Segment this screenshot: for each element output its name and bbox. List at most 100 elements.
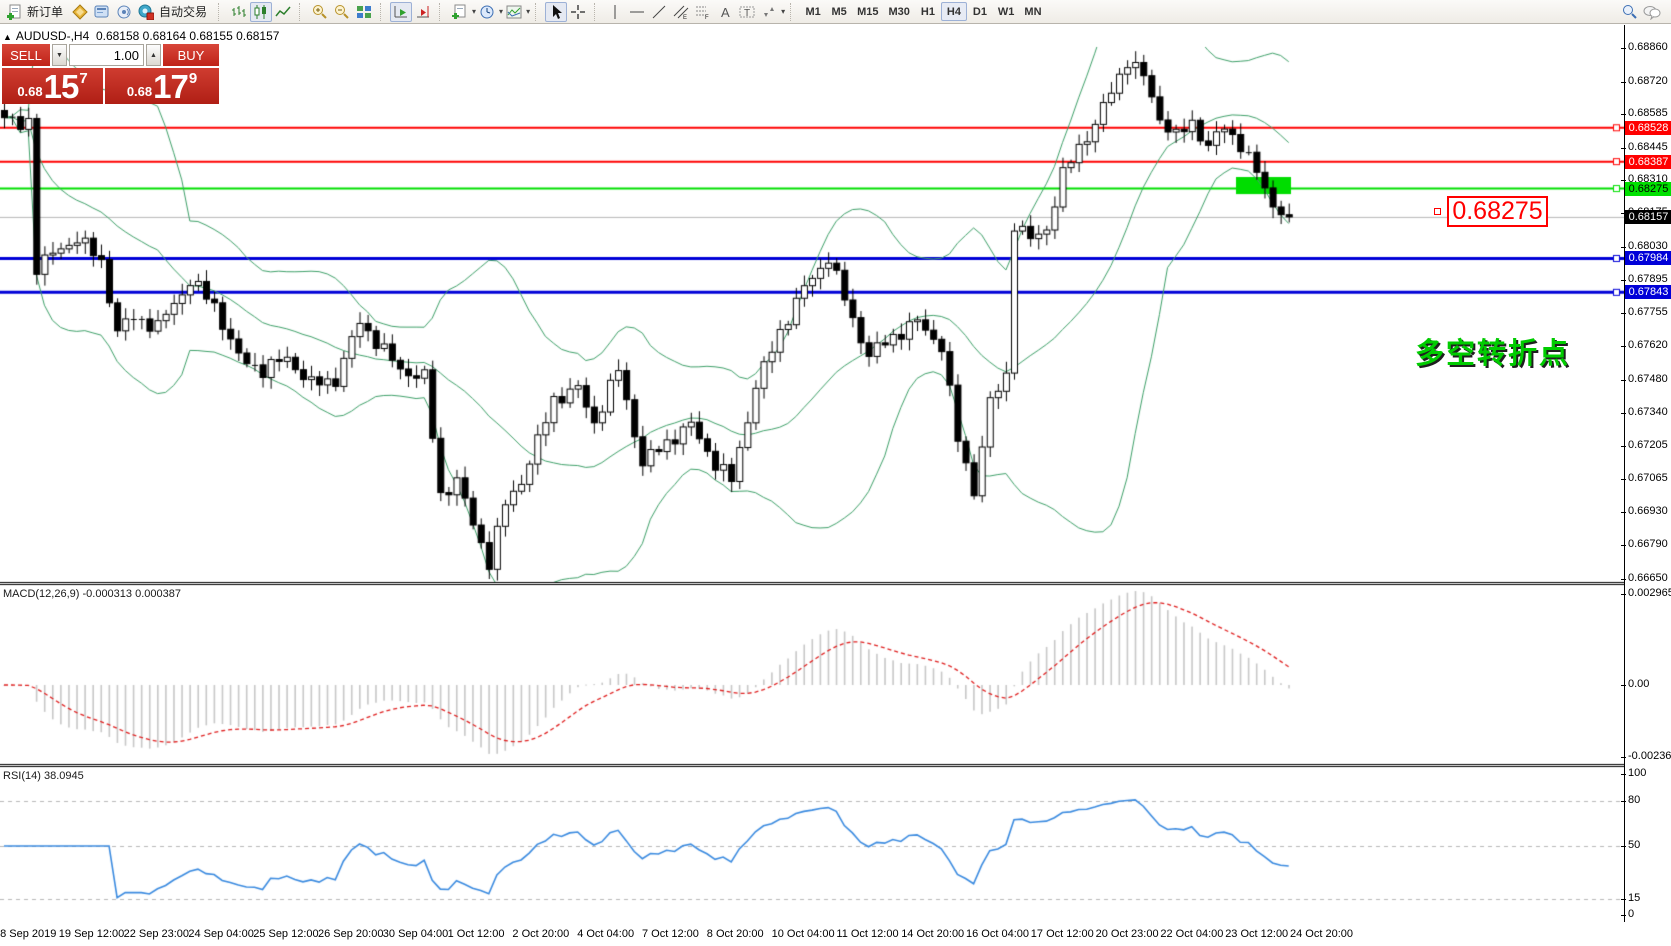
toolbar-separator xyxy=(594,2,599,21)
periods-icon[interactable] xyxy=(476,2,498,22)
timeframe-m15[interactable]: M15 xyxy=(857,5,879,18)
new-order-icon[interactable] xyxy=(3,2,25,22)
hline-price-label: 0.68528 xyxy=(1625,120,1671,135)
callout-anchor-handle[interactable] xyxy=(1434,208,1441,215)
tile-windows-icon[interactable] xyxy=(353,2,375,22)
rsi-axis-tick: 15 xyxy=(1620,891,1641,904)
price-axis-tick: 0.68585 xyxy=(1621,107,1668,120)
timeframe-h4[interactable]: H4 xyxy=(940,2,967,21)
text-icon[interactable]: A xyxy=(714,2,736,22)
time-axis-label: 8 Oct 20:00 xyxy=(706,928,764,940)
timeframe-d1[interactable]: D1 xyxy=(972,5,987,18)
horizontal-line-icon[interactable] xyxy=(626,2,648,22)
hline-price-label: 0.67843 xyxy=(1625,285,1671,300)
time-axis[interactable]: 18 Sep 2019 19 Sep 12:00 22 Sep 23:00 24 Se… xyxy=(0,922,1624,946)
buy-price[interactable]: 0.68 17 9 xyxy=(105,68,219,104)
new-template-icon[interactable] xyxy=(449,2,471,22)
time-axis-label: 17 Oct 12:00 xyxy=(1030,928,1094,940)
shapes-icon[interactable] xyxy=(758,2,780,22)
fibonacci-icon[interactable]: F xyxy=(692,2,714,22)
volume-down-button[interactable]: ▼ xyxy=(52,44,67,66)
candlestick-icon[interactable] xyxy=(250,1,273,22)
time-axis-label: 22 Oct 04:00 xyxy=(1160,928,1224,940)
price-axis-tick: 0.67065 xyxy=(1621,472,1668,485)
sell-price-prefix: 0.68 xyxy=(17,84,43,99)
time-axis-label: 4 Oct 04:00 xyxy=(577,928,635,940)
timeframe-m30[interactable]: M30 xyxy=(888,5,910,18)
timeframe-w1[interactable]: W1 xyxy=(997,5,1015,18)
rsi-indicator-label: RSI(14) 38.0945 xyxy=(3,770,84,782)
time-axis-label: 18 Sep 2019 xyxy=(0,928,57,940)
line-chart-icon[interactable] xyxy=(272,2,294,22)
zoom-out-icon[interactable] xyxy=(331,2,353,22)
macd-values: -0.000313 0.000387 xyxy=(82,588,181,600)
macd-axis-tick: 0.00 xyxy=(1620,678,1650,690)
price-axis-tick: 0.68860 xyxy=(1621,41,1668,53)
chart-area: ▲ AUDUSD-,H4 0.68158 0.68164 0.68155 0.68… xyxy=(0,25,1671,946)
time-axis-label: 22 Sep 23:00 xyxy=(123,928,190,940)
crosshair-icon[interactable] xyxy=(567,2,589,22)
volume-input[interactable]: 1.00 xyxy=(69,44,144,66)
panel-collapse-icon[interactable]: ▲ xyxy=(3,32,12,42)
price-callout-label[interactable]: 0.68275 xyxy=(1447,196,1548,227)
zoom-in-icon[interactable] xyxy=(309,2,331,22)
price-chart-canvas[interactable] xyxy=(0,25,1624,946)
buy-button[interactable]: BUY xyxy=(163,44,219,66)
time-axis-label: 1 Oct 12:00 xyxy=(447,928,505,940)
vertical-line-icon[interactable] xyxy=(604,2,626,22)
time-axis-label: 24 Sep 04:00 xyxy=(188,928,254,940)
channel-icon[interactable]: E xyxy=(670,2,692,22)
new-template-dropdown[interactable]: ▾ xyxy=(472,7,477,16)
toolbar-separator xyxy=(380,2,385,21)
timeframe-h1[interactable]: H1 xyxy=(920,5,935,18)
buy-price-prefix: 0.68 xyxy=(126,84,153,99)
price-axis-tick: 0.66790 xyxy=(1621,538,1668,551)
time-axis-label: 23 Oct 12:00 xyxy=(1225,928,1289,940)
price-axis-tick: 0.68445 xyxy=(1621,140,1668,153)
new-order-label[interactable]: 新订单 xyxy=(27,5,64,19)
hline-price-label: 0.68387 xyxy=(1625,154,1671,169)
text-label-icon[interactable]: T xyxy=(736,2,758,22)
chart-annotation-text[interactable]: 多空转折点 xyxy=(1415,338,1571,370)
sell-price[interactable]: 0.68 15 7 xyxy=(2,68,103,104)
symbol-name: AUDUSD-,H4 xyxy=(15,29,90,43)
time-axis-label: 25 Sep 12:00 xyxy=(253,928,319,940)
price-axis-tick: 0.67620 xyxy=(1621,338,1668,351)
rsi-axis-tick: 50 xyxy=(1620,839,1641,851)
price-axis-tick: 0.67480 xyxy=(1621,372,1668,385)
chart-shift-icon[interactable] xyxy=(412,2,434,22)
price-axis[interactable]: 0.688600.687200.685850.684450.683100.681… xyxy=(1620,25,1671,922)
timeframe-group: M1 M5 M15 M30 H1 H4 D1 W1 MN xyxy=(797,0,1049,24)
toolbar-separator xyxy=(218,2,223,21)
hline-price-label: 0.68275 xyxy=(1625,181,1671,196)
toolbar-separator xyxy=(790,2,795,21)
periods-dropdown[interactable]: ▾ xyxy=(499,7,504,16)
chat-icon[interactable] xyxy=(1641,2,1663,22)
rsi-axis-tick: 100 xyxy=(1620,767,1647,779)
autoscroll-icon[interactable] xyxy=(390,1,413,22)
sell-button[interactable]: SELL xyxy=(2,44,50,66)
bar-chart-icon[interactable] xyxy=(228,2,250,22)
timeframe-mn[interactable]: MN xyxy=(1024,5,1042,18)
indicators-dropdown[interactable]: ▾ xyxy=(526,7,531,16)
svg-text:T: T xyxy=(744,8,750,19)
indicators-icon[interactable] xyxy=(503,2,525,22)
price-axis-tick: 0.67340 xyxy=(1621,406,1668,419)
price-axis-tick: 0.68030 xyxy=(1621,240,1668,253)
profiles-icon[interactable] xyxy=(91,2,113,22)
time-axis-label: 26 Sep 20:00 xyxy=(318,928,384,940)
shapes-dropdown[interactable]: ▾ xyxy=(781,7,786,16)
alerts-icon[interactable] xyxy=(113,2,135,22)
cursor-icon[interactable] xyxy=(545,1,568,22)
autotrade-label[interactable]: 自动交易 xyxy=(159,5,208,19)
trendline-icon[interactable] xyxy=(648,2,670,22)
search-icon[interactable] xyxy=(1619,2,1641,22)
time-axis-label: 7 Oct 12:00 xyxy=(642,928,699,940)
timeframe-m5[interactable]: M5 xyxy=(831,5,847,18)
volume-up-button[interactable]: ▲ xyxy=(146,44,161,66)
sell-price-sup: 7 xyxy=(79,70,88,87)
autotrade-icon[interactable] xyxy=(135,2,157,22)
timeframe-m1[interactable]: M1 xyxy=(805,5,821,18)
market-watch-icon[interactable] xyxy=(69,2,91,22)
